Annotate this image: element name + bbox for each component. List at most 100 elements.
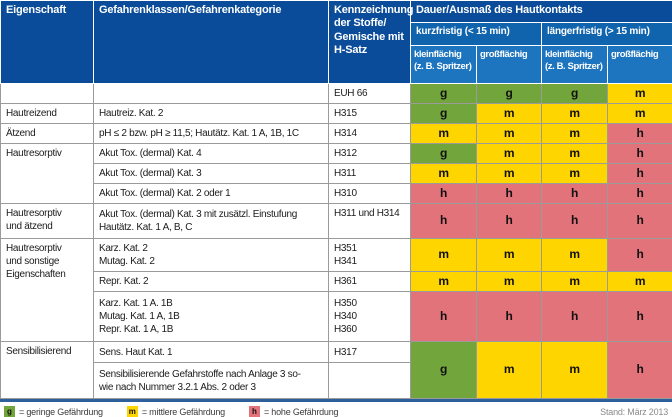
h-phrase-cell: H317 bbox=[328, 341, 411, 363]
h-phrase-cell: H361 bbox=[328, 271, 411, 292]
rating-cell: g bbox=[410, 83, 477, 104]
property-cell bbox=[0, 83, 94, 104]
h-phrase-cell: H351 H341 bbox=[328, 238, 411, 272]
table-row: Hautreizend Hautreiz. Kat. 2 H315 g m m … bbox=[0, 103, 672, 124]
rating-cell: m bbox=[476, 238, 542, 272]
rating-cell: h bbox=[606, 163, 672, 184]
h-phrase-cell: H315 bbox=[328, 103, 411, 124]
table-row: Hautresorptiv Akut Tox. (dermal) Kat. 4 … bbox=[0, 143, 672, 204]
hazard-class-cell bbox=[93, 83, 329, 104]
medium-risk-swatch-icon: m bbox=[126, 406, 138, 417]
h-phrase-cell: H312 bbox=[328, 143, 411, 164]
hazard-class-cell: Akut Tox. (dermal) Kat. 3 mit zusätzl. E… bbox=[93, 203, 329, 239]
rating-cell: m bbox=[541, 271, 608, 292]
rating-cell: m bbox=[541, 163, 608, 184]
hazard-class-cell: Karz. Kat. 2 Mutag. Kat. 2 bbox=[93, 238, 329, 272]
table-row: Akut Tox. (dermal) Kat. 3 H311 m m m h bbox=[1, 163, 672, 184]
stand-note: Stand: März 2013 bbox=[600, 406, 668, 417]
property-cell: Hautreizend bbox=[0, 103, 94, 124]
h-phrase-cell bbox=[328, 362, 411, 399]
table-row: Sensibilisierend Sens. Haut Kat. 1 H317 … bbox=[0, 341, 672, 399]
table-row: Sensibilisierende Gefahrstoffe nach Anla… bbox=[1, 362, 672, 399]
col-header-eigenschaft: Eigenschaft bbox=[0, 0, 94, 84]
rating-cell: m bbox=[410, 163, 477, 184]
low-risk-swatch-icon: g bbox=[4, 406, 15, 417]
rating-cell: m bbox=[476, 123, 542, 144]
table-row: Hautresorptiv und ätzend Akut Tox. (derm… bbox=[0, 203, 672, 239]
h-phrase-cell: H350 H340 H360 bbox=[328, 291, 411, 342]
rating-cell: m bbox=[606, 271, 672, 292]
rating-cell: g bbox=[476, 83, 542, 104]
rating-cell: h bbox=[606, 143, 672, 164]
h-phrase-cell: EUH 66 bbox=[328, 83, 411, 104]
rating-cell: h bbox=[476, 291, 542, 342]
rating-cell: m bbox=[606, 83, 672, 104]
rating-cell: m bbox=[410, 271, 477, 292]
col-header-grossflaechig-kurz: großflächig bbox=[476, 45, 542, 84]
rating-cell: h bbox=[410, 291, 477, 342]
bottom-rule bbox=[0, 399, 672, 402]
rating-cell: m bbox=[476, 163, 542, 184]
h-phrase-cell: H311 und H314 bbox=[328, 203, 411, 239]
rating-cell: h bbox=[606, 123, 672, 144]
rating-cell: h bbox=[541, 183, 608, 204]
table-row: Akut Tox. (dermal) Kat. 2 oder 1 H310 h … bbox=[1, 183, 672, 204]
hazard-class-cell: Akut Tox. (dermal) Kat. 4 bbox=[93, 143, 329, 164]
rating-cell: m bbox=[476, 341, 542, 399]
hazard-class-cell: Akut Tox. (dermal) Kat. 3 bbox=[93, 163, 329, 184]
rating-cell: m bbox=[541, 143, 608, 164]
rating-cell: h bbox=[410, 203, 477, 239]
rating-cell: h bbox=[606, 203, 672, 239]
rating-cell: h bbox=[606, 291, 672, 342]
col-header-kleinflaechig-lang: kleinflächig (z. B. Spritzer) bbox=[541, 45, 608, 84]
col-header-dauer-ausmass: Dauer/Ausmaß des Hautkontakts bbox=[409, 0, 672, 23]
rating-cell: g bbox=[541, 83, 608, 104]
rating-cell: m bbox=[541, 123, 608, 144]
property-cell: Hautresorptiv und ätzend bbox=[0, 203, 94, 239]
legend-label: = geringe Gefährdung bbox=[19, 406, 103, 417]
legend-item-high: h = hohe Gefährdung bbox=[248, 406, 339, 417]
col-header-laengerfristig: längerfristig (> 15 min) bbox=[540, 22, 672, 46]
legend-item-medium: m = mittlere Gefährdung bbox=[126, 406, 225, 417]
table-row: Hautresorptiv und sonstige Eigenschaften… bbox=[0, 238, 672, 342]
hazard-class-cell: Sens. Haut Kat. 1 bbox=[93, 341, 329, 363]
col-header-kennzeichnung: Kennzeichnung der Stoffe/ Gemische mit H… bbox=[328, 0, 413, 84]
legend-label: = mittlere Gefährdung bbox=[141, 406, 225, 417]
rating-cell: h bbox=[606, 183, 672, 204]
rating-cell: m bbox=[541, 341, 608, 399]
hazard-class-cell: Hautreiz. Kat. 2 bbox=[93, 103, 329, 124]
col-header-grossflaechig-lang: großflächig bbox=[606, 45, 672, 84]
risk-legend: g = geringe Gefährdung m = mittlere Gefä… bbox=[4, 406, 339, 417]
property-cell: Sensibilisierend bbox=[0, 341, 94, 399]
h-phrase-cell: H314 bbox=[328, 123, 411, 144]
table-row: Karz. Kat. 1 A. 1B Mutag. Kat. 1 A, 1B R… bbox=[1, 291, 672, 342]
rating-cell: m bbox=[476, 103, 542, 124]
table-row: Repr. Kat. 2 H361 m m m m bbox=[1, 271, 672, 292]
rating-cell: g bbox=[410, 341, 477, 399]
rating-cell: h bbox=[476, 203, 542, 239]
rating-cell: m bbox=[541, 103, 608, 124]
h-phrase-cell: H311 bbox=[328, 163, 411, 184]
rating-cell: g bbox=[410, 103, 477, 124]
hazard-class-cell: Akut Tox. (dermal) Kat. 2 oder 1 bbox=[93, 183, 329, 204]
high-risk-swatch-icon: h bbox=[248, 406, 260, 417]
rating-cell: h bbox=[410, 183, 477, 204]
table-row: Ätzend pH ≤ 2 bzw. pH ≥ 11,5; Hautätz. K… bbox=[0, 123, 672, 144]
rating-cell: h bbox=[541, 203, 608, 239]
footer: g = geringe Gefährdung m = mittlere Gefä… bbox=[0, 402, 672, 417]
rating-cell: m bbox=[476, 143, 542, 164]
rating-cell: h bbox=[606, 238, 672, 272]
hazard-class-cell: Karz. Kat. 1 A. 1B Mutag. Kat. 1 A, 1B R… bbox=[93, 291, 329, 342]
hazard-class-cell: Sensibilisierende Gefahrstoffe nach Anla… bbox=[93, 362, 329, 399]
h-phrase-cell: H310 bbox=[328, 183, 411, 204]
hazard-class-cell: Repr. Kat. 2 bbox=[93, 271, 329, 292]
col-header-kurzfristig: kurzfristig (< 15 min) bbox=[410, 22, 542, 46]
rating-cell: m bbox=[541, 238, 608, 272]
legend-item-low: g = geringe Gefährdung bbox=[4, 406, 103, 417]
col-header-kleinflaechig-kurz: kleinflächig (z. B. Spritzer) bbox=[410, 45, 477, 84]
table-row: EUH 66 g g g m bbox=[0, 83, 672, 104]
skin-contact-hazard-table: Eigenschaft Gefahrenklassen/Gefahrenkate… bbox=[0, 0, 672, 399]
rating-cell: m bbox=[606, 103, 672, 124]
legend-label: = hohe Gefährdung bbox=[263, 406, 339, 417]
col-header-gefahrenklassen: Gefahrenklassen/Gefahrenkategorie bbox=[93, 0, 329, 84]
